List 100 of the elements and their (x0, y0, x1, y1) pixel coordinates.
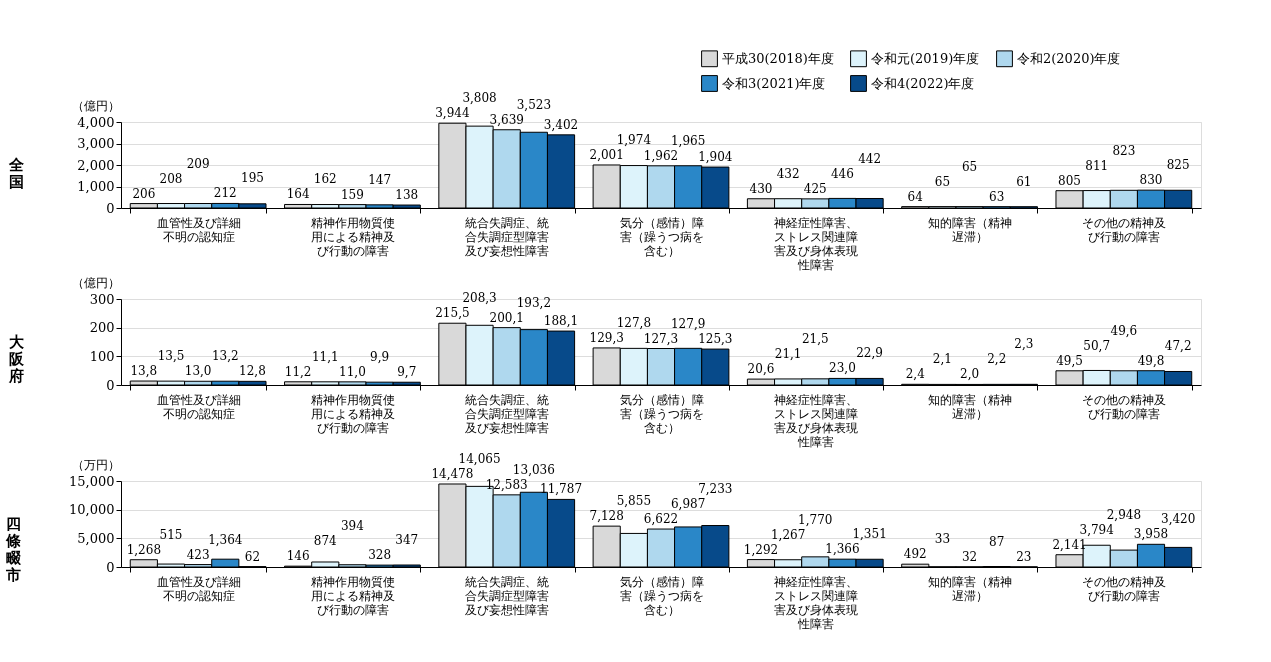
data-label: 50,7 (1083, 338, 1111, 353)
x-tick-label: 知的障害（精神遅滞） (928, 392, 1013, 421)
data-label: 21,1 (774, 347, 802, 362)
data-label: 23 (1016, 549, 1032, 564)
data-label: 129,3 (589, 330, 624, 345)
data-label: 432 (776, 166, 800, 181)
data-label: 1,292 (743, 542, 779, 557)
x-tick-label: 統合失調症、統合失調症型障害及び妄想性障害 (465, 215, 550, 258)
data-label: 125,3 (698, 332, 733, 347)
data-label: 1,351 (852, 527, 887, 542)
data-label: 193,2 (516, 295, 552, 310)
data-label: 162 (313, 172, 337, 187)
data-label: 13,0 (184, 364, 212, 379)
data-label: 62 (244, 549, 261, 564)
y-tick-label: 200 (89, 320, 115, 336)
data-label: 425 (803, 181, 827, 196)
x-tick-label: 知的障害（精神遅滞） (928, 215, 1013, 244)
data-label: 195 (241, 171, 264, 186)
data-label: 12,8 (239, 364, 266, 379)
data-label: 21,5 (801, 332, 829, 347)
legend-label: 令和3(2021)年度 (722, 75, 826, 91)
data-label: 87 (989, 534, 1005, 549)
data-label: 3,420 (1160, 512, 1196, 527)
data-label: 1,366 (825, 542, 860, 557)
data-label: 9,9 (370, 349, 390, 364)
data-label: 6,622 (643, 512, 679, 527)
data-label: 206 (132, 186, 156, 201)
data-label: 23,0 (829, 361, 856, 376)
y-tick-label: 0 (106, 559, 115, 575)
data-label: 33 (934, 532, 951, 547)
data-label: 3,402 (543, 117, 579, 132)
data-label: 347 (395, 533, 419, 548)
legend-label: 令和4(2022)年度 (871, 75, 975, 91)
data-label: 430 (749, 181, 773, 196)
data-label: 3,639 (489, 112, 524, 127)
data-label: 64 (907, 189, 924, 204)
x-tick-label: 精神作用物質使用による精神及び行動の障害 (310, 392, 395, 435)
data-label: 2,4 (905, 367, 926, 382)
data-label: 805 (1058, 173, 1081, 188)
data-label: 3,808 (462, 91, 497, 106)
data-label: 492 (903, 547, 927, 562)
data-label: 3,958 (1133, 527, 1169, 542)
data-label: 328 (368, 548, 392, 563)
data-label: 147 (368, 172, 392, 187)
data-label: 2,0 (960, 367, 980, 382)
text: 全国 (7, 156, 25, 191)
data-label: 13,2 (211, 349, 239, 364)
x-tick-label: 神経症性障害、ストレス関連障害及び身体表現性障害 (773, 215, 858, 272)
data-label: 13,8 (130, 364, 158, 379)
data-label: 127,9 (670, 316, 706, 331)
x-tick-label: 神経症性障害、ストレス関連障害及び身体表現性障害 (773, 574, 858, 631)
data-label: 32 (961, 549, 978, 564)
data-label: 423 (186, 547, 210, 562)
data-label: 2,2 (987, 352, 1007, 367)
data-label: 394 (340, 519, 365, 534)
data-label: 2,141 (1052, 537, 1087, 552)
y-axis-title: （万円） (71, 457, 120, 472)
data-label: 1,974 (616, 132, 652, 147)
data-label: 3,944 (435, 106, 470, 121)
data-label: 12,583 (485, 477, 528, 492)
data-label: 146 (286, 549, 310, 564)
data-label: 49,5 (1056, 353, 1083, 368)
data-label: 65 (934, 174, 951, 189)
data-label: 13,5 (157, 349, 185, 364)
x-tick-label: その他の精神及び行動の障害 (1082, 574, 1167, 603)
y-tick-label: 10,000 (69, 502, 115, 518)
data-label: 127,3 (643, 331, 679, 346)
data-label: 47,2 (1164, 338, 1192, 353)
data-label: 1,268 (126, 542, 162, 557)
y-axis-title: （億円） (71, 98, 120, 113)
x-tick-label: 気分（感情）障害（躁うつ病を含む） (619, 392, 704, 435)
data-label: 164 (286, 187, 310, 202)
data-label: 212 (213, 186, 237, 201)
y-tick-label: 100 (89, 348, 115, 364)
y-tick-label: 0 (106, 377, 115, 393)
y-tick-label: 5,000 (77, 530, 115, 546)
data-label: 215,5 (435, 306, 470, 321)
data-label: 127,8 (616, 315, 652, 330)
x-tick-label: 気分（感情）障害（躁うつ病を含む） (619, 215, 704, 258)
data-label: 209 (186, 156, 210, 171)
x-tick-label: 気分（感情）障害（躁うつ病を含む） (619, 574, 704, 617)
data-label: 9,7 (397, 365, 417, 380)
data-label: 825 (1166, 158, 1190, 173)
data-label: 11,2 (284, 364, 312, 379)
data-label: 2,1 (932, 352, 952, 367)
data-label: 61 (1016, 174, 1032, 189)
y-tick-label: 2,000 (77, 157, 115, 173)
data-label: 208,3 (462, 291, 497, 306)
x-tick-label: 知的障害（精神遅滞） (928, 574, 1013, 603)
data-label: 138 (395, 188, 419, 203)
data-label: 1,904 (698, 150, 733, 165)
data-label: 159 (340, 187, 364, 202)
data-label: 1,962 (643, 148, 679, 163)
data-label: 1,267 (770, 527, 806, 542)
y-tick-label: 0 (106, 200, 115, 216)
data-label: 20,6 (747, 362, 775, 377)
data-label: 442 (858, 151, 882, 166)
data-label: 1,770 (798, 512, 833, 527)
x-tick-label: 精神作用物質使用による精神及び行動の障害 (310, 574, 395, 617)
data-label: 1,965 (670, 133, 706, 148)
